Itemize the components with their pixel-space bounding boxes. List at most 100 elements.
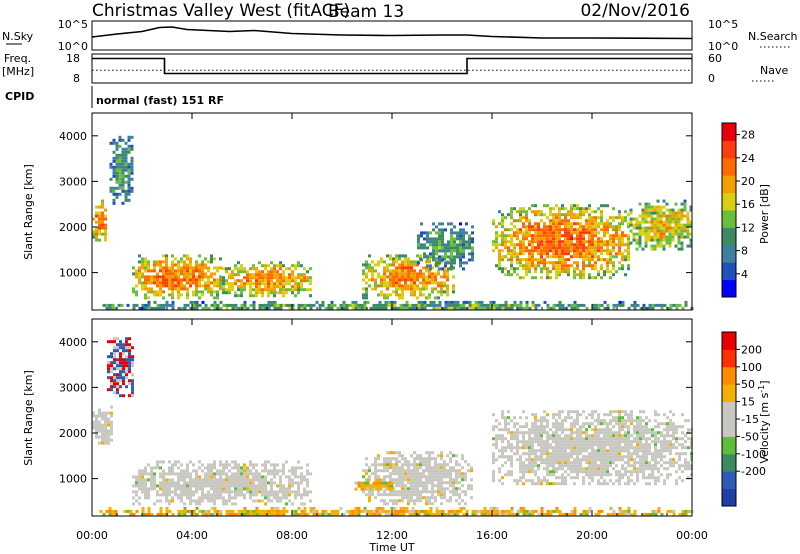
heatmap-cell — [426, 240, 429, 244]
heatmap-cell — [375, 506, 379, 510]
heatmap-cell — [513, 416, 516, 420]
heatmap-cell — [425, 296, 428, 300]
heatmap-cell — [255, 506, 259, 510]
heatmap-cell — [240, 478, 243, 482]
heatmap-cell — [450, 303, 454, 307]
heatmap-cell — [594, 431, 597, 435]
heatmap-cell — [561, 473, 564, 477]
heatmap-cell — [683, 235, 687, 239]
heatmap-cell — [612, 240, 615, 244]
heatmap-cell — [315, 300, 319, 304]
heatmap-cell — [525, 467, 528, 471]
heatmap-cell — [674, 229, 678, 233]
heatmap-cell — [516, 306, 520, 310]
heatmap-cell — [612, 416, 615, 420]
heatmap-cell — [398, 451, 401, 455]
heatmap-cell — [501, 234, 504, 238]
heatmap-cell — [159, 278, 162, 282]
heatmap-cell — [267, 460, 270, 464]
heatmap-cell — [399, 506, 403, 510]
heatmap-cell — [648, 428, 651, 432]
heatmap-cell — [255, 475, 258, 479]
heatmap-cell — [401, 290, 404, 294]
heatmap-cell — [471, 240, 474, 244]
heatmap-cell — [450, 300, 454, 304]
heatmap-cell — [558, 437, 561, 441]
heatmap-cell — [573, 213, 576, 217]
heatmap-cell — [543, 258, 546, 262]
heatmap-cell — [240, 267, 243, 271]
heatmap-cell — [654, 458, 657, 462]
heatmap-cell — [135, 490, 138, 494]
heatmap-cell — [108, 306, 112, 310]
heatmap-cell — [678, 458, 681, 462]
heatmap-cell — [573, 440, 576, 444]
heatmap-cell — [660, 464, 663, 468]
heatmap-cell — [531, 470, 534, 474]
heatmap-cell — [282, 466, 285, 470]
heatmap-cell — [558, 425, 561, 429]
heatmap-cell — [115, 153, 119, 157]
heatmap-cell — [522, 210, 525, 214]
heatmap-cell — [407, 263, 410, 267]
heatmap-cell — [125, 373, 128, 377]
heatmap-cell — [606, 425, 609, 429]
heatmap-cell — [513, 479, 516, 483]
heatmap-cell — [440, 472, 443, 476]
heatmap-cell — [264, 264, 267, 268]
heatmap-cell — [162, 254, 165, 258]
heatmap-cell — [246, 270, 249, 274]
heatmap-cell — [249, 509, 253, 513]
heatmap-cell — [576, 455, 579, 459]
heatmap-cell — [606, 249, 609, 253]
heatmap-cell — [354, 481, 358, 485]
heatmap-cell — [198, 484, 201, 488]
heatmap-cell — [372, 481, 376, 485]
heatmap-cell — [492, 452, 495, 456]
heatmap-cell — [668, 244, 672, 248]
heatmap-cell — [413, 260, 416, 264]
heatmap-cell — [657, 461, 660, 465]
heatmap-cell — [432, 243, 435, 247]
heatmap-cell — [446, 487, 449, 491]
heatmap-cell — [606, 228, 609, 232]
heatmap-cell — [438, 237, 441, 241]
heatmap-cell — [270, 267, 273, 271]
heatmap-cell — [434, 472, 437, 476]
heatmap-cell — [243, 303, 247, 307]
heatmap-cell — [531, 482, 534, 486]
heatmap-cell — [407, 272, 410, 276]
heatmap-cell — [264, 288, 267, 292]
heatmap-cell — [401, 260, 404, 264]
heatmap-cell — [636, 443, 639, 447]
heatmap-cell — [612, 431, 615, 435]
heatmap-cell — [345, 306, 349, 310]
heatmap-cell — [383, 284, 386, 288]
heatmap-cell — [603, 482, 606, 486]
heatmap-cell — [564, 207, 567, 211]
heatmap-cell — [434, 466, 437, 470]
heatmap-cell — [237, 484, 240, 488]
heatmap-cell — [315, 509, 319, 513]
heatmap-cell — [297, 273, 300, 277]
heatmap-cell — [609, 464, 612, 468]
heatmap-cell — [498, 422, 501, 426]
heatmap-cell — [600, 210, 603, 214]
heatmap-cell — [377, 260, 380, 264]
heatmap-cell — [410, 284, 413, 288]
heatmap-cell — [498, 258, 501, 262]
heatmap-cell — [147, 266, 150, 270]
heatmap-cell — [255, 487, 258, 491]
heatmap-cell — [294, 481, 297, 485]
heatmap-cell — [306, 493, 309, 497]
heatmap-cell — [558, 258, 561, 262]
heatmap-cell — [495, 458, 498, 462]
heatmap-cell — [672, 422, 675, 426]
heatmap-cell — [377, 275, 380, 279]
heatmap-cell — [342, 512, 346, 516]
heatmap-cell — [119, 352, 122, 356]
heatmap-cell — [354, 300, 358, 304]
heatmap-cell — [144, 281, 147, 285]
heatmap-cell — [177, 278, 180, 282]
